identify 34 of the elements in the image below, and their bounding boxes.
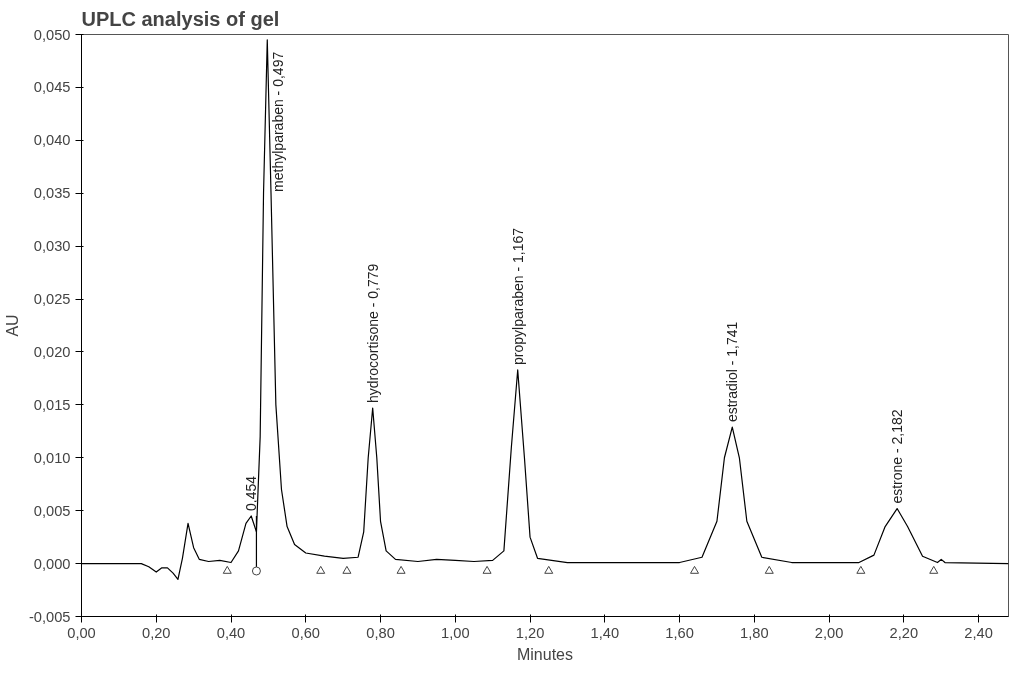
x-tick-label: 0,00	[67, 624, 96, 641]
chart-title: UPLC analysis of gel	[81, 7, 280, 30]
annotation: estradiol - 1,741	[724, 321, 741, 423]
y-tick-label: 0,015	[33, 396, 71, 413]
x-tick-label: 0,40	[216, 624, 246, 641]
y-tick-label: 0,025	[33, 291, 71, 308]
x-tick-label: 0,20	[142, 624, 171, 641]
x-tick-label: 2,40	[964, 624, 993, 641]
y-tick-label: 0,045	[33, 79, 71, 96]
y-tick-label: 0,005	[33, 502, 71, 519]
x-tick-label: 1,00	[441, 624, 470, 641]
annotation: 0,454	[243, 475, 260, 511]
annotation: methylparaben - 0,497	[270, 51, 287, 192]
x-tick-label: 2,00	[814, 624, 844, 641]
y-tick-label: 0,020	[33, 343, 71, 360]
x-tick-label: 1,80	[740, 624, 769, 641]
x-tick-label: 0,80	[366, 624, 395, 641]
x-tick-label: 1,20	[515, 624, 545, 641]
x-tick-label: 0,60	[291, 624, 321, 641]
x-tick-label: 1,60	[665, 624, 694, 641]
y-axis-title: AU	[3, 314, 21, 337]
x-tick-label: 1,40	[590, 624, 620, 641]
y-tick-label: 0,030	[33, 238, 71, 255]
y-tick-label: 0,040	[33, 132, 71, 149]
y-tick-label: 0,050	[33, 26, 71, 43]
annotation: estrone - 2,182	[889, 409, 906, 504]
y-tick-label: 0,000	[33, 555, 71, 572]
y-tick-label: -0,005	[28, 608, 71, 625]
x-tick-label: 2,20	[889, 624, 919, 641]
x-axis-title: Minutes	[516, 645, 574, 663]
y-tick-label: 0,010	[33, 449, 71, 466]
annotation: propylparaben - 1,167	[509, 227, 526, 365]
y-tick-label: 0,035	[33, 185, 71, 202]
annotation: hydrocortisone - 0,779	[364, 263, 381, 404]
